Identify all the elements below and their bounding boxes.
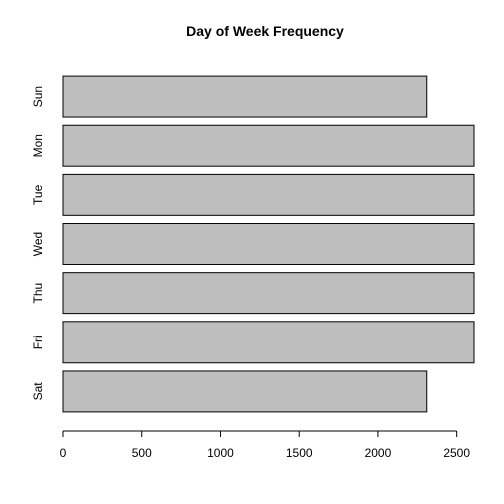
- x-tick-label-2500: 2500: [443, 446, 470, 460]
- y-tick-label-wed: Wed: [31, 232, 45, 256]
- x-tick-label-0: 0: [60, 446, 67, 460]
- y-tick-label-mon: Mon: [31, 134, 45, 157]
- bar-sat: [62, 370, 428, 413]
- x-tick-label-1000: 1000: [207, 446, 234, 460]
- y-tick-label-tue: Tue: [31, 184, 45, 205]
- bar-fri: [62, 321, 475, 364]
- bar-thu: [62, 272, 475, 315]
- bars-group: [62, 75, 475, 413]
- bar-tue: [62, 173, 475, 216]
- bar-sun: [62, 75, 428, 118]
- y-tick-label-sat: Sat: [31, 382, 45, 401]
- x-axis: 0 500 1000 1500 2000 2500: [60, 430, 470, 460]
- x-tick-label-1500: 1500: [286, 446, 313, 460]
- y-tick-label-thu: Thu: [31, 283, 45, 304]
- x-tick-label-500: 500: [132, 446, 152, 460]
- bar-mon: [62, 124, 475, 167]
- y-tick-label-fri: Fri: [31, 335, 45, 349]
- x-tick-label-2000: 2000: [365, 446, 392, 460]
- y-axis-labels: Sun Mon Tue Wed Thu Fri Sat: [31, 86, 45, 401]
- chart-title: Day of Week Frequency: [186, 23, 344, 39]
- y-tick-label-sun: Sun: [31, 86, 45, 107]
- bar-wed: [62, 223, 475, 265]
